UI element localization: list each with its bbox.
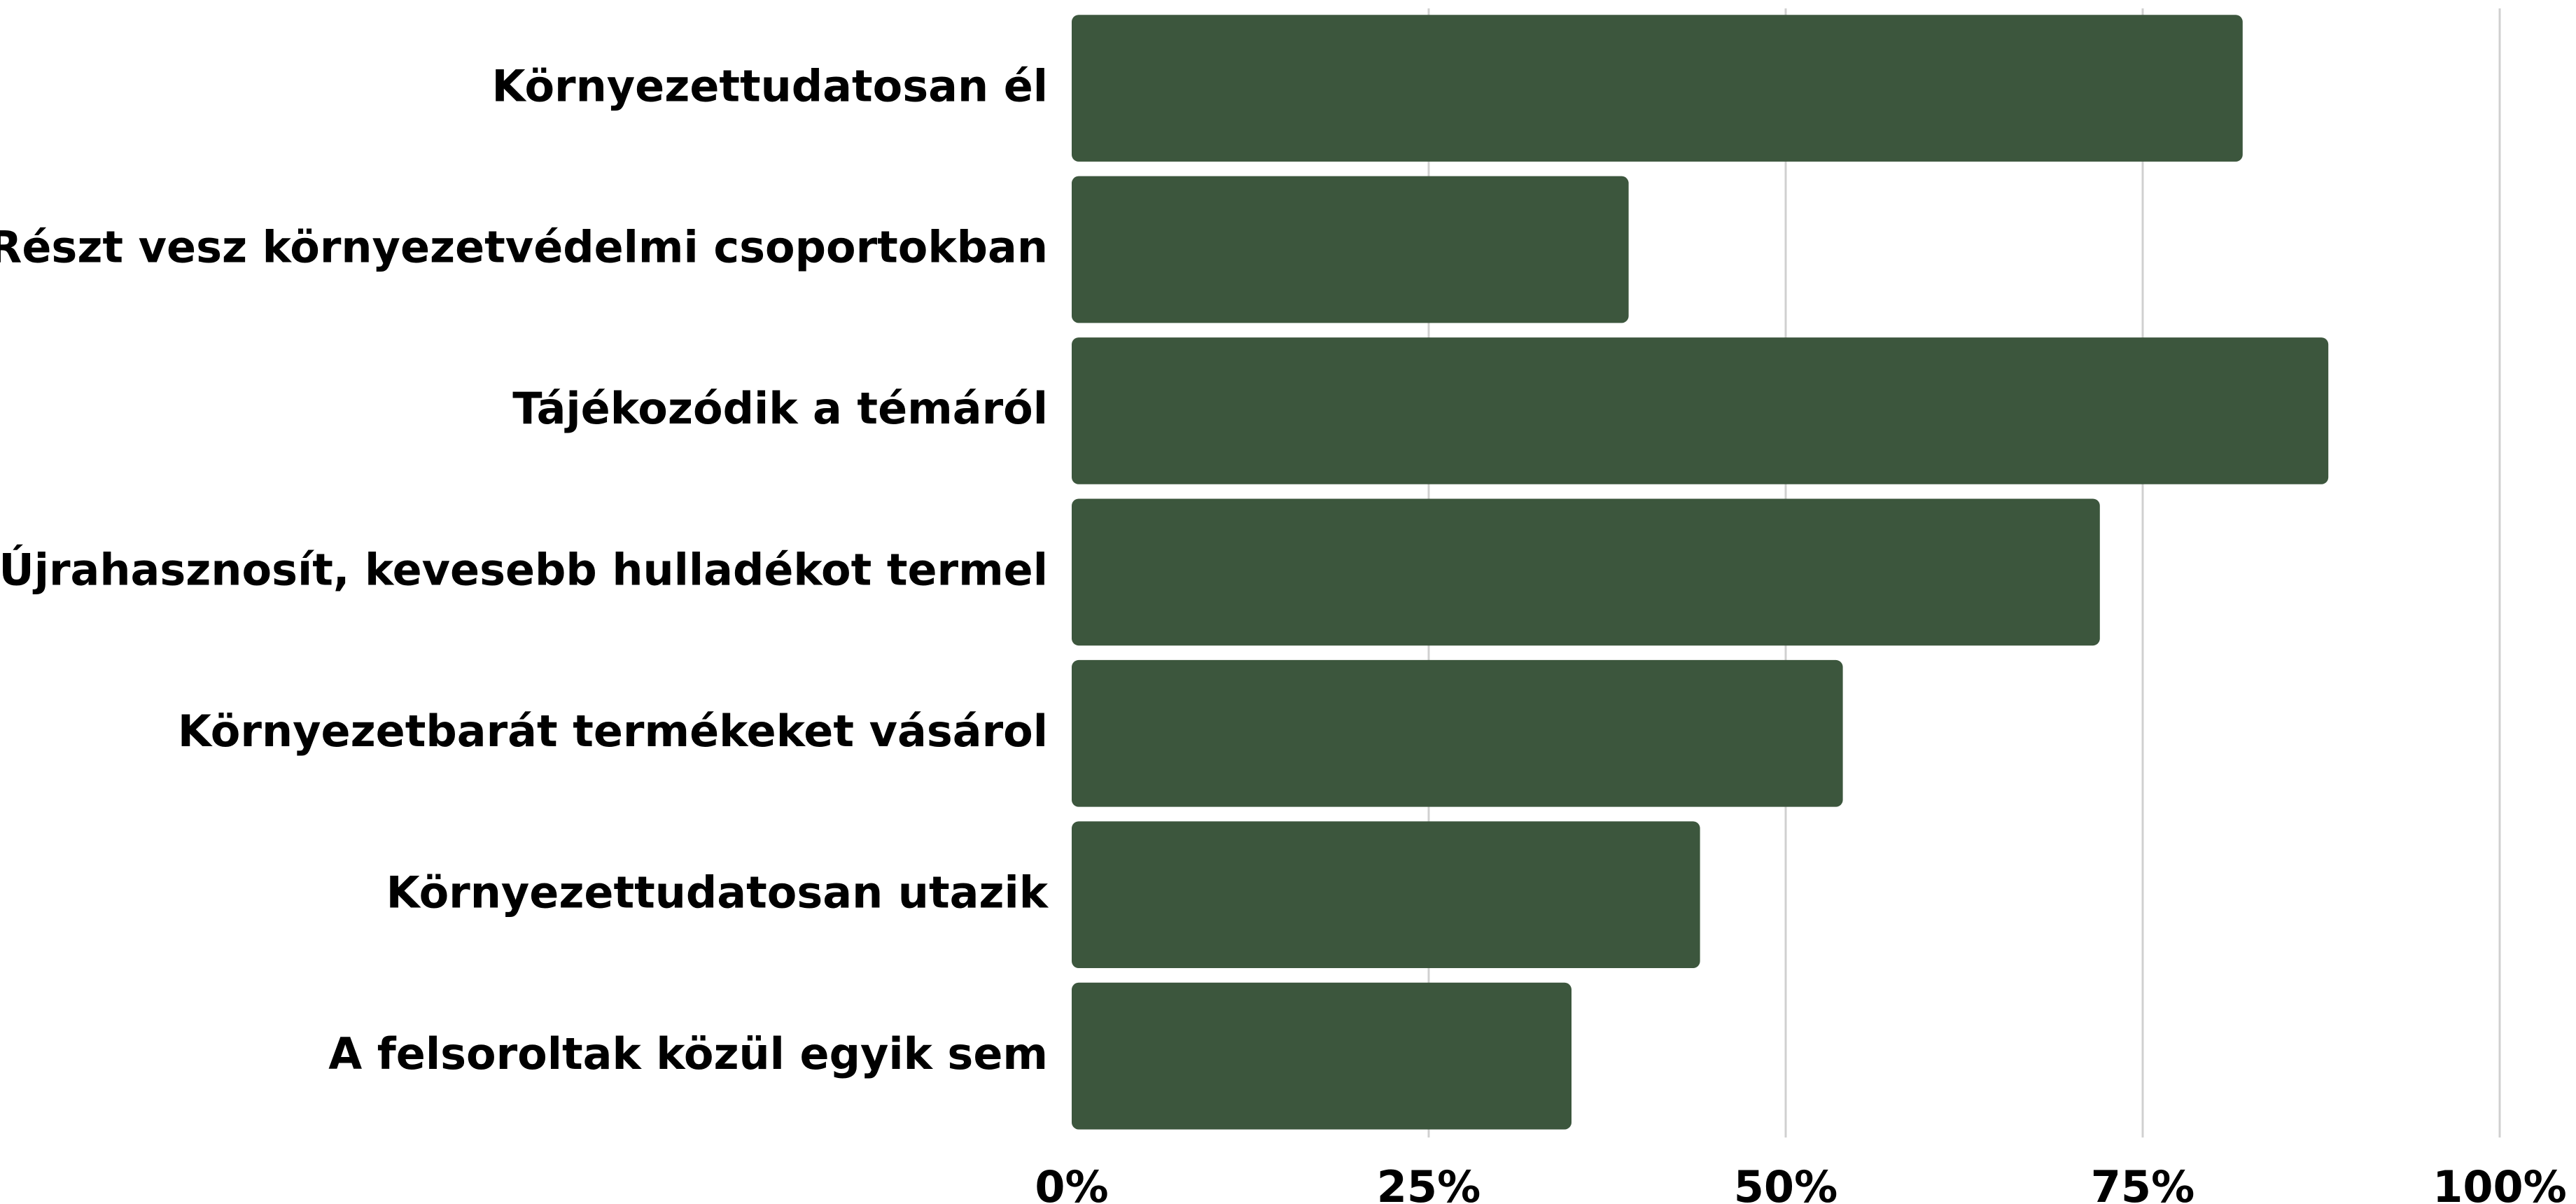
bar [1072,659,1843,807]
bar [1072,982,1572,1130]
bar [1072,176,1629,323]
y-tick-label: Újrahasznosít, kevesebb hulladékot terme… [0,545,1048,596]
x-tick-label: 50% [1734,1161,1837,1204]
y-tick-label: Tájékozódik a témáról [512,383,1048,434]
x-tick-label: 100% [2432,1161,2567,1204]
y-tick-label: Környezetbarát termékeket vásárol [178,706,1048,757]
y-tick-label: A felsoroltak közül egyik sem [328,1028,1048,1079]
x-tick-label: 75% [2091,1161,2194,1204]
y-tick-label: Környezettudatosan utazik [386,867,1049,918]
x-tick-label: 0% [1035,1161,1108,1204]
bar [1072,821,1700,969]
bar [1072,15,2243,162]
x-tick-label: 25% [1377,1161,1480,1204]
bar [1072,337,2329,484]
y-tick-label: Környezettudatosan él [492,60,1049,111]
bar [1072,498,2100,646]
y-tick-label: Részt vesz környezetvédelmi csoportokban [0,222,1048,273]
